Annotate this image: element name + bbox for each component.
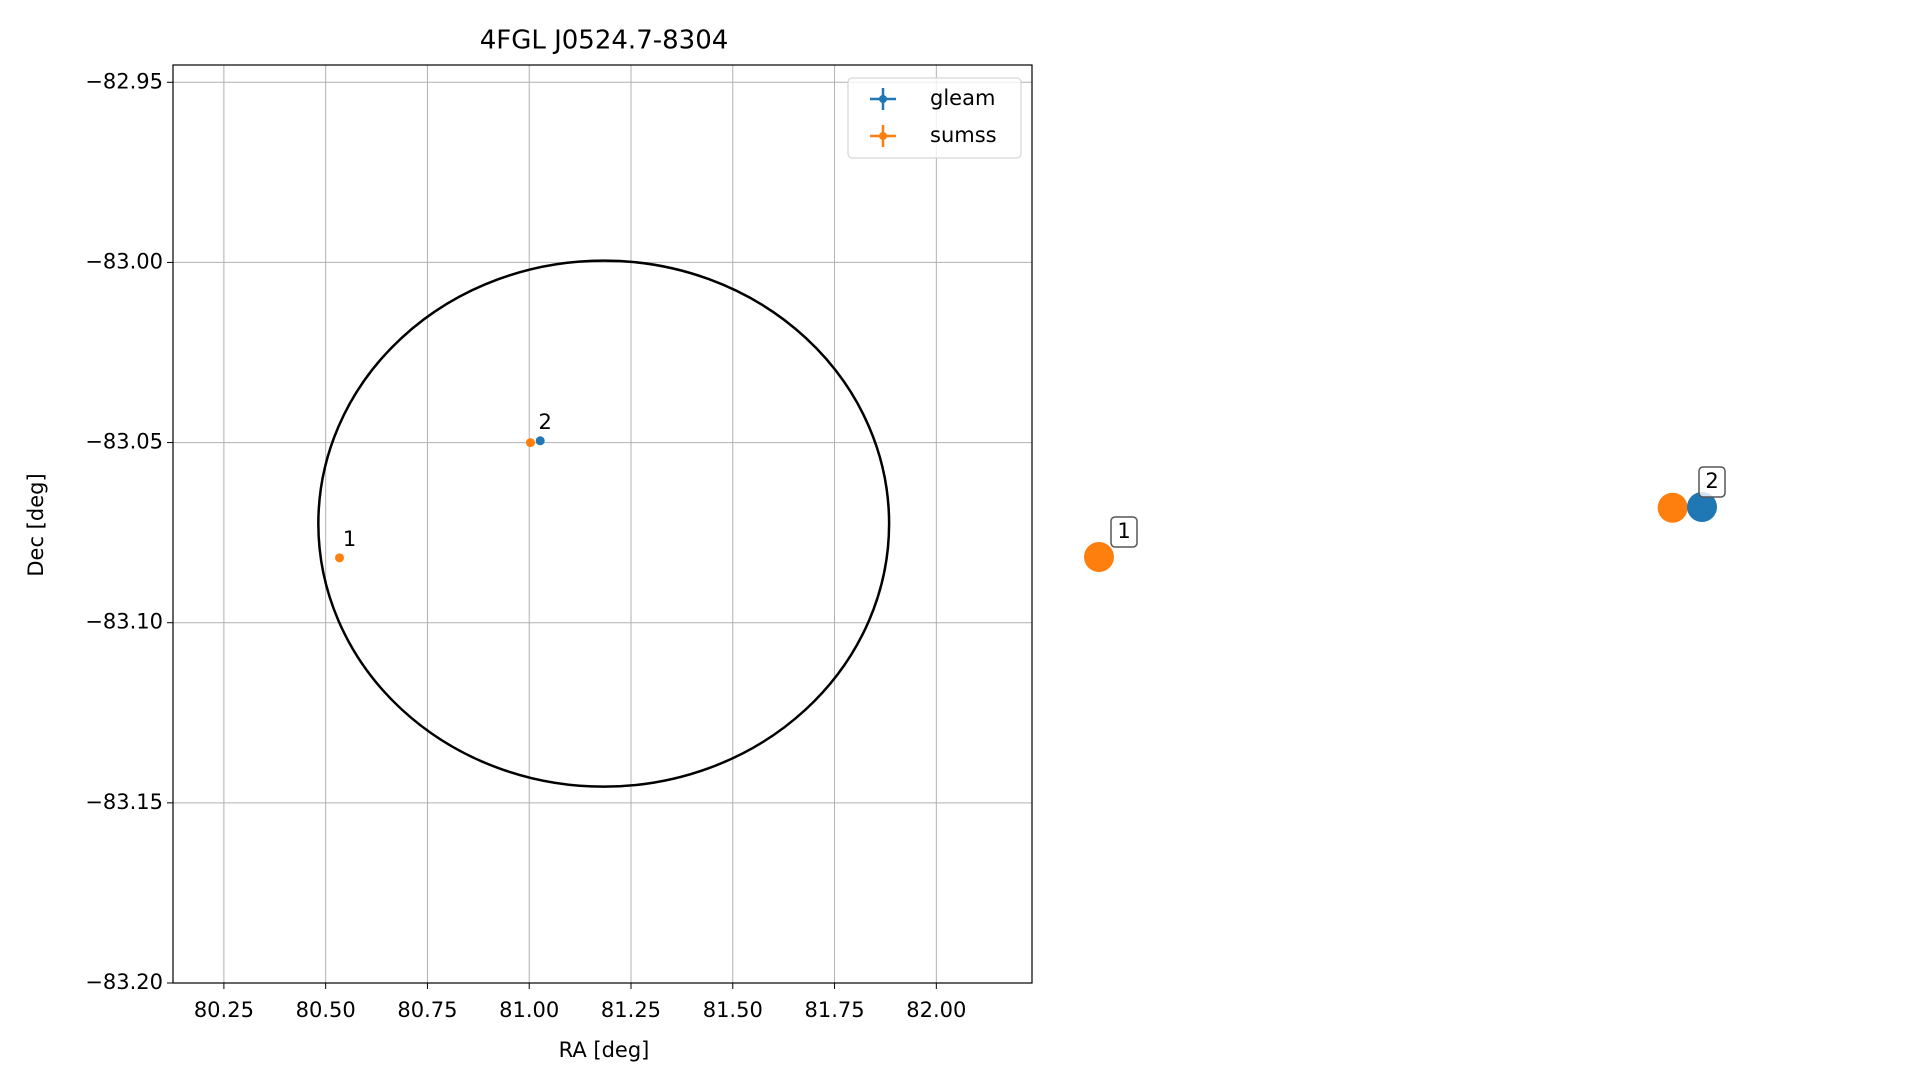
annotation-box [1110,516,1138,548]
point [535,436,545,446]
legend-label: sumss [930,123,997,147]
y-axis-label: Dec [deg] [24,473,48,576]
legend-swatch [879,132,887,140]
x-tick-label: 80.25 [194,998,254,1022]
legend-label: gleam [930,86,995,110]
y-tick-label: −83.10 [85,610,163,634]
x-tick-label: 80.50 [296,998,356,1022]
plot-frame [172,64,1033,984]
point-zoom [1084,542,1114,572]
x-axis-label: RA [deg] [559,1038,650,1062]
y-tick-label: −82.95 [85,69,163,93]
x-tick-label: 81.25 [601,998,661,1022]
y-tick-label: −83.20 [85,970,163,994]
point-zoom [1687,492,1717,522]
annotation: 1 [343,527,356,551]
annotation: 2 [539,410,552,434]
point [335,553,345,563]
annotation: 2 [1705,469,1718,493]
point-zoom [1657,492,1688,523]
annotation-box [1698,466,1726,498]
x-tick-label: 80.75 [397,998,457,1022]
x-tick-label: 82.00 [906,998,966,1022]
legend-swatch [879,95,887,103]
error-ellipse [317,259,891,788]
annotation: 1 [1117,519,1130,543]
y-tick-label: −83.05 [85,430,163,454]
x-tick-label: 81.00 [499,998,559,1022]
y-tick-label: −83.00 [85,249,163,273]
x-tick-label: 81.50 [703,998,763,1022]
point [525,438,535,448]
x-tick-label: 81.75 [804,998,864,1022]
y-tick-label: −83.15 [85,790,163,814]
chart-title: 4FGL J0524.7-8304 [480,26,729,56]
